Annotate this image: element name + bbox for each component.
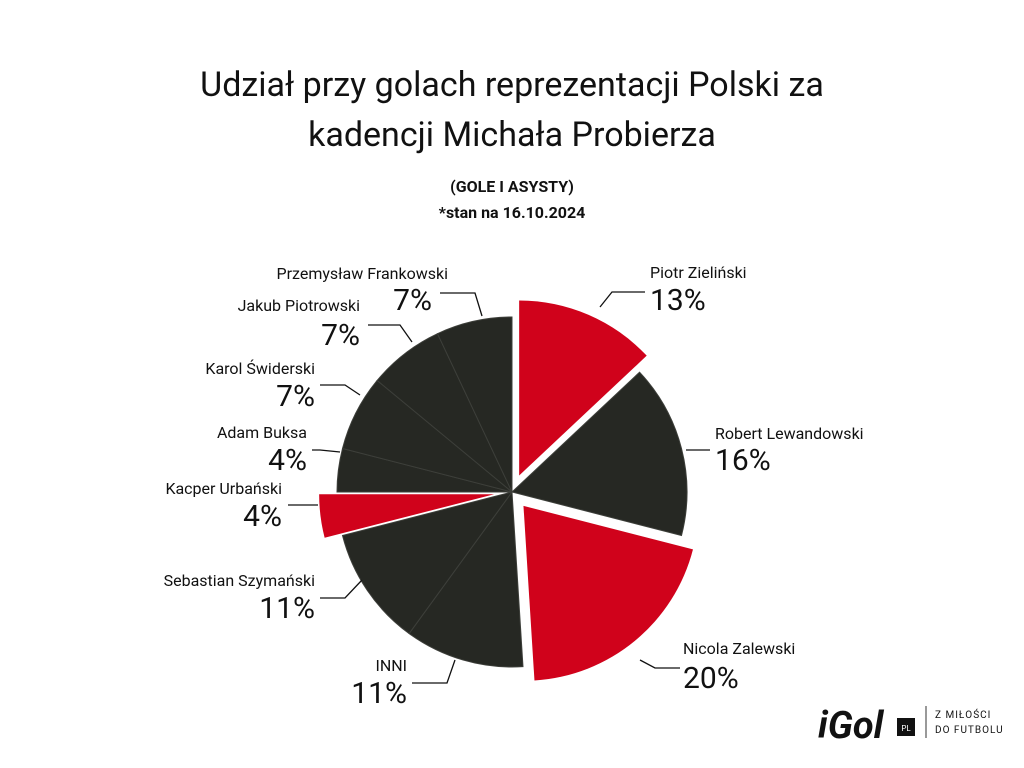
slice-label: Karol Świderski (205, 358, 315, 378)
slice-label: Robert Lewandowski (715, 424, 864, 443)
slice-label: Piotr Zieliński (650, 263, 747, 282)
slice-label: Jakub Piotrowski (238, 296, 360, 315)
logo-badge (897, 718, 915, 736)
value-label: 11% (259, 591, 315, 626)
value-label: 4% (243, 499, 282, 534)
subtitle: *stan na 16.10.2024 (439, 203, 586, 222)
value-label: 13% (650, 283, 706, 318)
leader-line (412, 659, 456, 684)
leader-line (639, 659, 680, 669)
pie-slice (523, 505, 693, 681)
pie-slice (436, 316, 513, 493)
slice-label: Nicola Zalewski (683, 639, 795, 658)
value-label: 7% (321, 318, 360, 353)
slice-label: Adam Buksa (217, 423, 307, 442)
logo-name: iGol (818, 704, 885, 748)
chart-title: Udział przy golach reprezentacji Polski … (200, 65, 824, 105)
logo: iGol PL Z MIŁOŚCI DO FUTBOLU (818, 704, 1004, 748)
pie-slice (341, 491, 514, 635)
value-label: 11% (351, 676, 407, 711)
pie-slice (519, 300, 647, 476)
value-label: 7% (276, 379, 315, 414)
leader-line (320, 579, 363, 599)
value-label: 7% (393, 283, 432, 318)
logo-tagline: DO FUTBOLU (935, 725, 1004, 736)
slice-label: Kacper Urbański (165, 479, 282, 498)
slice-label: Przemysław Frankowski (277, 264, 449, 283)
logo-tagline: Z MIŁOŚCI (935, 708, 991, 721)
slice-label: INNI (375, 656, 407, 675)
value-label: 4% (268, 443, 307, 478)
value-label: 16% (715, 443, 771, 478)
leader-line (599, 291, 645, 308)
subtitle: (GOLE I ASYSTY) (450, 177, 574, 196)
pie-slice (510, 371, 688, 537)
leader-line (312, 449, 341, 453)
leader-line (320, 384, 361, 396)
value-label: 20% (683, 661, 739, 696)
pie-slice (319, 494, 495, 538)
leader-line (440, 292, 483, 317)
leader-line (368, 324, 413, 343)
pie-slice (408, 490, 524, 668)
logo-badge-text: PL (901, 724, 911, 733)
chart-title: kadencji Michała Probierza (308, 115, 716, 155)
slice-label: Sebastian Szymański (164, 571, 315, 590)
